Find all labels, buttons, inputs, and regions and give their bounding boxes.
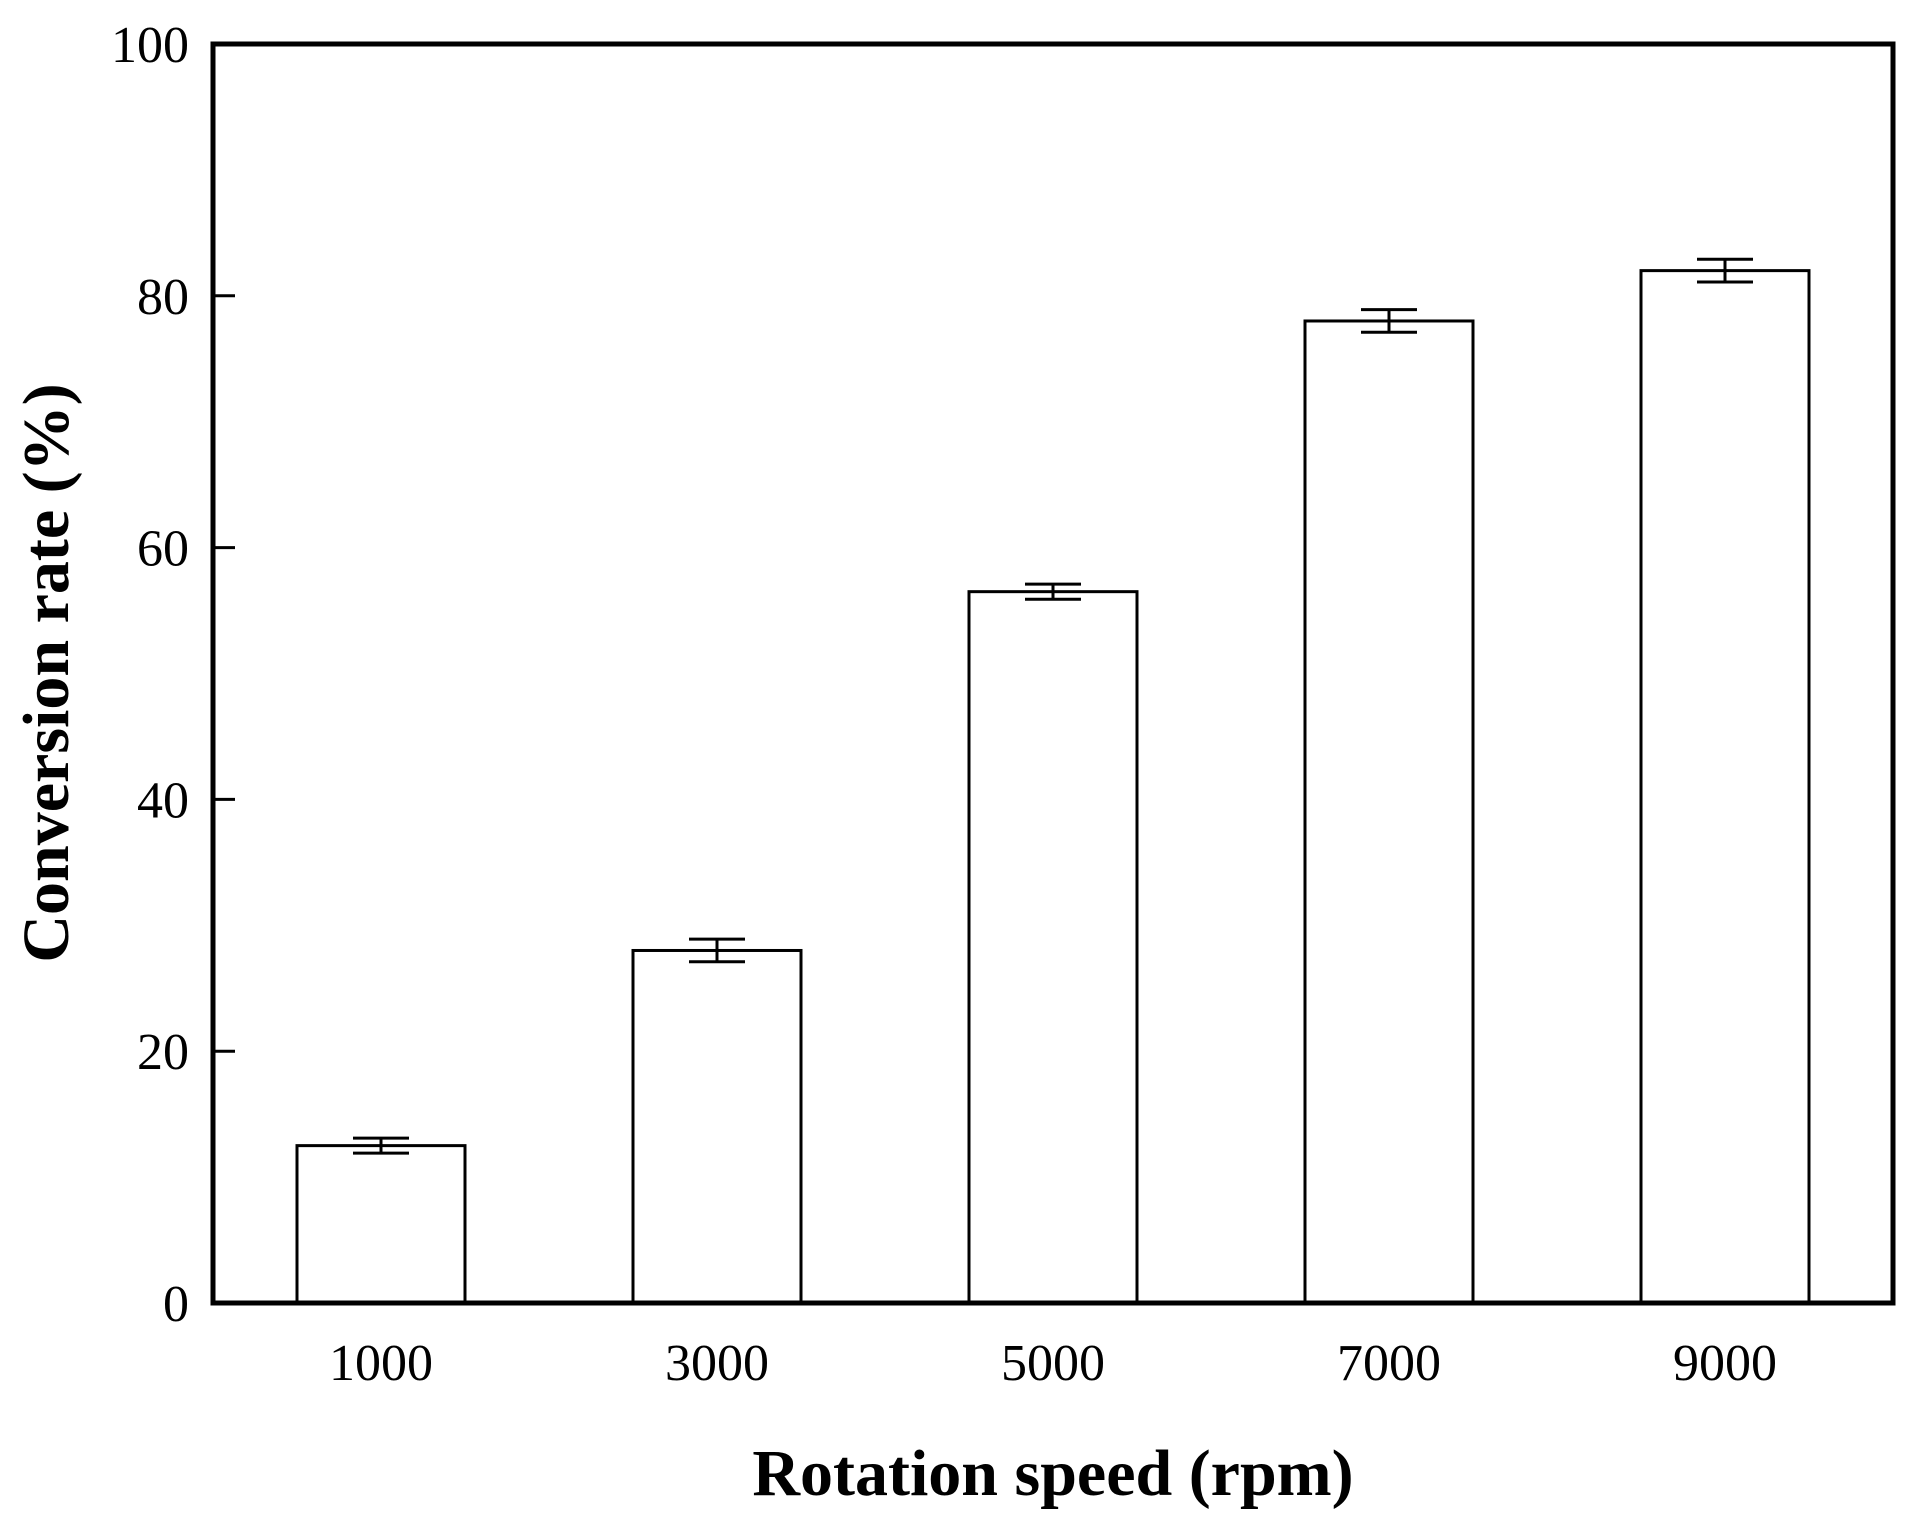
x-tick-label-9000: 9000 xyxy=(1673,1335,1777,1392)
y-axis-title: Conversion rate (%) xyxy=(10,383,83,962)
x-tick-label-1000: 1000 xyxy=(329,1335,433,1392)
y-tick-label-80: 80 xyxy=(137,269,189,326)
bar-1000 xyxy=(295,1144,467,1305)
bar-7000 xyxy=(1303,319,1475,1305)
x-tick-labels: 1000 3000 5000 7000 9000 xyxy=(329,1335,1777,1392)
y-tick-label-20: 20 xyxy=(137,1024,189,1081)
x-tick-label-7000: 7000 xyxy=(1337,1335,1441,1392)
y-tick-label-0: 0 xyxy=(163,1276,189,1333)
x-axis-title: Rotation speed (rpm) xyxy=(752,1437,1353,1510)
y-tick-label-40: 40 xyxy=(137,772,189,829)
y-tick-labels: 0 20 40 60 80 100 xyxy=(111,17,189,1333)
plot-frame xyxy=(210,41,1896,1306)
y-tick-label-60: 60 xyxy=(137,521,189,578)
bar-3000 xyxy=(631,948,803,1305)
error-bars-layer xyxy=(353,257,1753,1155)
x-tick-label-3000: 3000 xyxy=(665,1335,769,1392)
bar-5000 xyxy=(967,590,1139,1305)
bar-9000 xyxy=(1639,269,1811,1305)
y-tick-label-100: 100 xyxy=(111,17,189,74)
bars-layer xyxy=(295,269,1811,1305)
x-tick-label-5000: 5000 xyxy=(1001,1335,1105,1392)
